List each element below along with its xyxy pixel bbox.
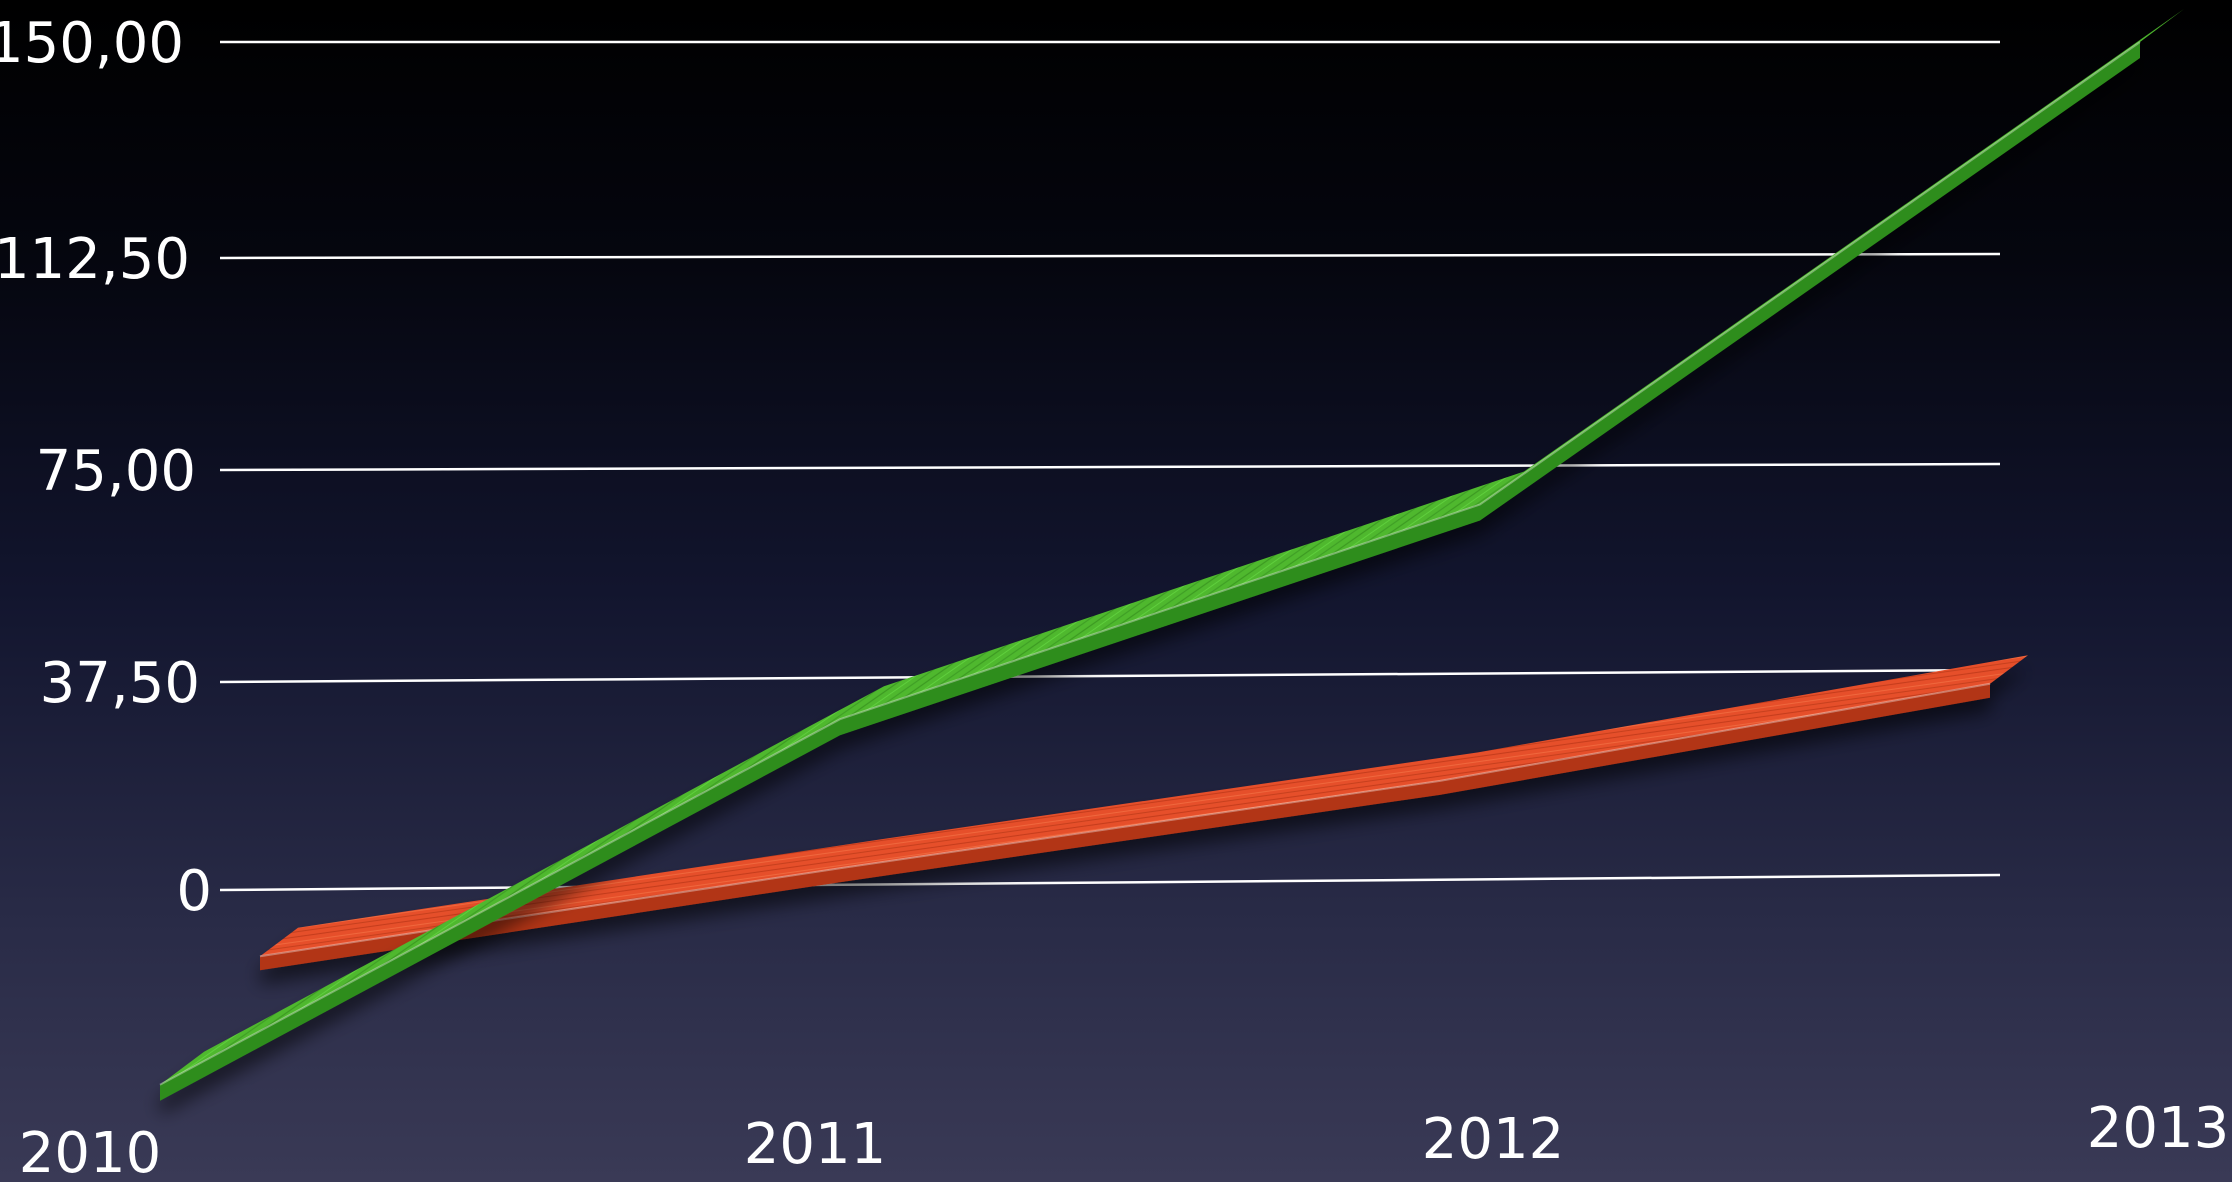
series-ribbons bbox=[159, 9, 2184, 1101]
x-tick-label: 2012 bbox=[1422, 1107, 1565, 1172]
series-ribbon-surface bbox=[260, 655, 2028, 957]
series-ribbon-highlight bbox=[159, 41, 2141, 1086]
x-tick-label: 2013 bbox=[2087, 1096, 2230, 1161]
series-line bbox=[159, 9, 2184, 1101]
y-tick-label: 75,00 bbox=[36, 439, 196, 504]
gridline bbox=[219, 668, 2001, 684]
gridline bbox=[219, 462, 2001, 472]
series-line bbox=[259, 655, 2028, 971]
series-ribbon-highlight bbox=[259, 682, 1991, 958]
x-axis-ticks: 2010 2011 2012 2013 bbox=[19, 1096, 2230, 1182]
x-tick-label: 2010 bbox=[19, 1121, 162, 1182]
y-tick-label: 0 bbox=[176, 859, 212, 924]
x-tick-label: 2011 bbox=[744, 1112, 887, 1177]
gridline bbox=[219, 252, 2001, 260]
y-tick-label: 150,00 bbox=[0, 11, 184, 76]
y-tick-label: 112,50 bbox=[0, 227, 190, 292]
y-axis-ticks: 0 37,50 75,00 112,50 150,00 bbox=[0, 11, 212, 924]
y-tick-label: 37,50 bbox=[40, 651, 200, 716]
